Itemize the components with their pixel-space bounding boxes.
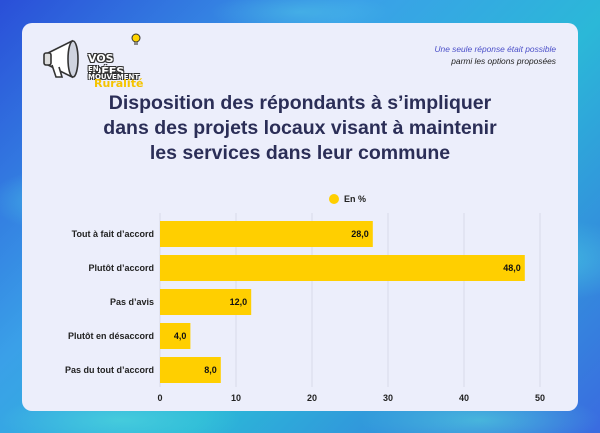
bar [160, 289, 252, 315]
title-line-2: dans des projets locaux visant à mainten… [103, 117, 497, 139]
category-label: Pas d’avis [110, 297, 154, 307]
bar [160, 255, 525, 281]
x-tick-label: 10 [231, 393, 241, 403]
category-label: Plutôt en désaccord [68, 331, 154, 341]
x-tick-label: 50 [535, 393, 545, 403]
title-line-1: Disposition des répondants à s’impliquer [108, 92, 492, 114]
data-label: 4,0 [174, 331, 187, 341]
x-tick-label: 0 [157, 393, 162, 403]
x-tick-label: 40 [459, 393, 469, 403]
logo-text-line3: Ruralité [94, 77, 144, 90]
bar [160, 221, 373, 247]
category-label: Plutôt d’accord [88, 263, 154, 273]
lightbulb-icon [131, 33, 141, 45]
category-label: Pas du tout d’accord [65, 365, 154, 375]
logo: VOS IDÉES EN MOUVEMENT Ruralité [42, 31, 152, 91]
bar-chart: 0 10 20 30 40 50 En % Tout à fait d’accord 28,0 P… [65, 194, 545, 403]
logo-text-line2: EN MOUVEMENT [88, 65, 140, 81]
data-label: 8,0 [204, 365, 217, 375]
title-line-3: les services dans leur commune [149, 142, 451, 164]
legend-swatch [329, 194, 339, 204]
category-label: Tout à fait d’accord [72, 229, 154, 239]
legend-label: En % [344, 194, 366, 204]
megaphone-icon [43, 39, 79, 79]
response-note: Une seule réponse était possible parmi l… [434, 43, 556, 67]
data-label: 48,0 [503, 263, 521, 273]
note-line-2: parmi les options proposées [451, 56, 556, 66]
chart-title: Disposition des répondants à s’impliquer… [52, 91, 548, 166]
logo-text-line1: VOS IDÉES [88, 52, 125, 78]
bar [160, 323, 191, 349]
chart-card: VOS IDÉES EN MOUVEMENT Ruralité Une seul… [22, 23, 578, 411]
x-tick-label: 20 [307, 393, 317, 403]
note-line-1: Une seule réponse était possible [434, 44, 556, 54]
data-label: 12,0 [230, 297, 248, 307]
bar [160, 357, 221, 383]
x-tick-label: 30 [383, 393, 393, 403]
data-label: 28,0 [351, 229, 369, 239]
